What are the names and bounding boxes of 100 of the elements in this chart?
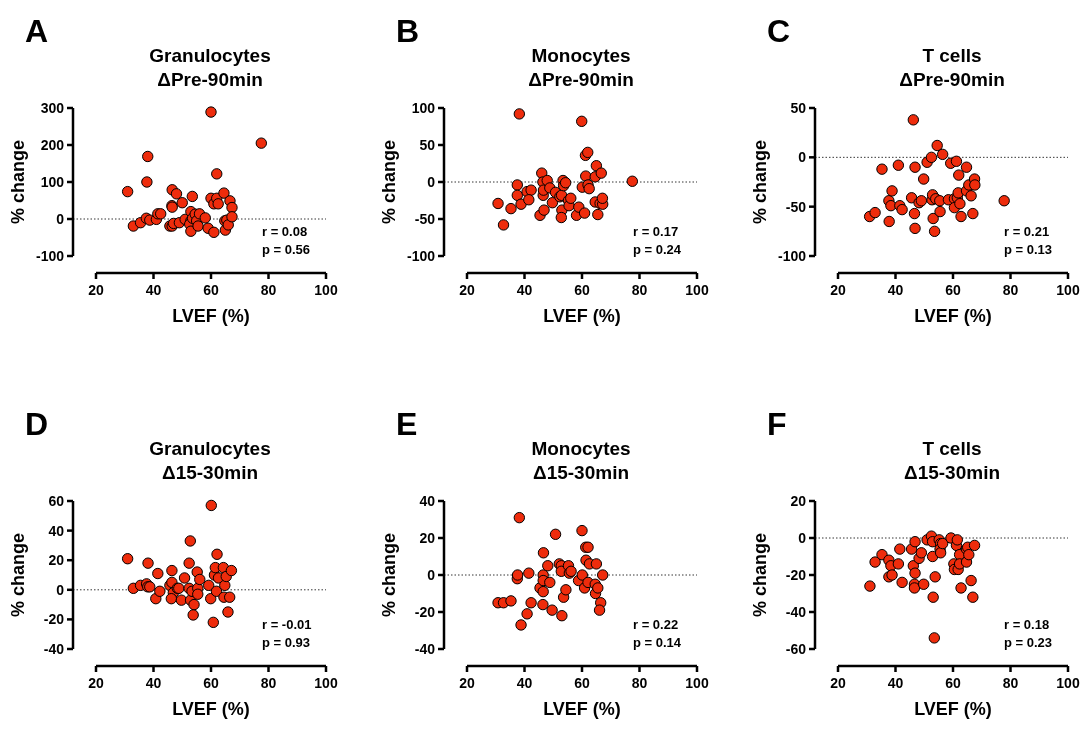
- x-tick-label: 20: [459, 282, 475, 298]
- text: A: [25, 13, 49, 49]
- chart-subtitle: ΔPre-90min: [528, 69, 634, 90]
- annotation: r = 0.21: [1004, 224, 1050, 239]
- y-tick-label: 40: [48, 522, 65, 539]
- y-tick-label: -40: [785, 603, 807, 620]
- x-axis-title: LVEF (%): [172, 306, 250, 326]
- chart-title: Granulocytes: [149, 45, 271, 66]
- chart-subtitle: Δ15-30min: [161, 462, 259, 483]
- text: F: [767, 406, 787, 442]
- y-tick-label: 0: [56, 210, 65, 227]
- chart-subtitle: Δ15-30min: [532, 462, 630, 483]
- x-tick-label: 40: [516, 282, 533, 298]
- y-tick-label: 0: [798, 149, 807, 166]
- chart-title: Monocytes: [531, 438, 631, 459]
- y-tick-label: -60: [785, 640, 807, 657]
- y-tick-label: -100: [406, 247, 436, 264]
- y-tick-label: 0: [427, 566, 436, 583]
- annotation: p = 0.56: [262, 242, 311, 257]
- chart-title: Monocytes: [531, 45, 631, 66]
- x-tick-label: 80: [631, 675, 648, 691]
- x-tick-label: 40: [145, 675, 162, 691]
- x-tick-label: 60: [574, 282, 590, 298]
- x-tick-label: 20: [88, 282, 104, 298]
- text: B: [396, 13, 420, 49]
- x-tick-label: 100: [685, 282, 709, 298]
- x-tick-label: 60: [203, 675, 219, 691]
- y-tick-label: -50: [785, 198, 807, 215]
- y-tick-label: 40: [419, 492, 436, 509]
- y-axis-title: % change: [379, 139, 399, 225]
- y-tick-label: -20: [43, 611, 65, 628]
- y-axis-title: % change: [750, 139, 770, 225]
- x-tick-label: 40: [516, 675, 533, 691]
- chart-title: Granulocytes: [149, 438, 271, 459]
- x-tick-label: 100: [314, 675, 338, 691]
- x-tick-label: 40: [145, 282, 162, 298]
- y-tick-label: 0: [427, 173, 436, 190]
- chart-title: T cells: [922, 45, 982, 66]
- y-tick-label: 0: [798, 529, 807, 546]
- y-tick-label: -40: [43, 640, 65, 657]
- y-tick-label: -20: [785, 566, 807, 583]
- x-tick-label: 80: [260, 675, 277, 691]
- y-tick-label: -100: [777, 247, 807, 264]
- y-tick-label: 20: [48, 552, 65, 569]
- y-tick-label: -20: [414, 603, 436, 620]
- x-tick-label: 100: [314, 282, 338, 298]
- text: D: [25, 406, 49, 442]
- y-axis-title: % change: [8, 532, 28, 618]
- x-tick-label: 100: [1056, 282, 1080, 298]
- chart-subtitle: ΔPre-90min: [899, 69, 1005, 90]
- y-tick-label: 100: [411, 99, 436, 116]
- y-tick-label: 100: [40, 173, 65, 190]
- y-axis-title: % change: [750, 532, 770, 618]
- x-axis-title: LVEF (%): [914, 306, 992, 326]
- x-tick-label: 60: [945, 675, 961, 691]
- x-tick-label: 80: [1002, 282, 1019, 298]
- annotation: p = 0.24: [633, 242, 682, 257]
- x-tick-label: 80: [631, 282, 648, 298]
- chart-subtitle: Δ15-30min: [903, 462, 1001, 483]
- y-tick-label: 300: [40, 99, 65, 116]
- y-tick-label: -40: [414, 640, 436, 657]
- y-tick-label: 50: [790, 99, 807, 116]
- annotation: r = -0.01: [262, 617, 312, 632]
- y-tick-label: 50: [419, 136, 436, 153]
- annotation: p = 0.93: [262, 635, 311, 650]
- annotation: p = 0.23: [1004, 635, 1053, 650]
- y-tick-label: 200: [40, 136, 65, 153]
- chart-title: T cells: [922, 438, 982, 459]
- annotation: p = 0.14: [633, 635, 682, 650]
- x-tick-label: 20: [830, 282, 846, 298]
- x-tick-label: 80: [1002, 675, 1019, 691]
- x-tick-label: 20: [459, 675, 475, 691]
- x-axis-title: LVEF (%): [914, 699, 992, 719]
- x-tick-label: 40: [887, 282, 904, 298]
- annotation: r = 0.22: [633, 617, 679, 632]
- y-tick-label: 20: [790, 492, 807, 509]
- y-tick-label: -50: [414, 210, 436, 227]
- annotation: r = 0.18: [1004, 617, 1050, 632]
- annotation: r = 0.08: [262, 224, 308, 239]
- annotation: p = 0.13: [1004, 242, 1053, 257]
- y-tick-label: 0: [56, 581, 65, 598]
- text: C: [767, 13, 791, 49]
- x-tick-label: 20: [830, 675, 846, 691]
- x-axis-title: LVEF (%): [543, 699, 621, 719]
- x-tick-label: 100: [1056, 675, 1080, 691]
- text: E: [396, 406, 418, 442]
- x-tick-label: 60: [203, 282, 219, 298]
- x-axis-title: LVEF (%): [172, 699, 250, 719]
- annotation: r = 0.17: [633, 224, 679, 239]
- y-axis-title: % change: [379, 532, 399, 618]
- y-tick-label: -100: [35, 247, 65, 264]
- x-axis-title: LVEF (%): [543, 306, 621, 326]
- x-tick-label: 80: [260, 282, 277, 298]
- x-tick-label: 60: [574, 675, 590, 691]
- y-tick-label: 60: [48, 492, 65, 509]
- x-tick-label: 20: [88, 675, 104, 691]
- x-tick-label: 100: [685, 675, 709, 691]
- y-tick-label: 20: [419, 529, 436, 546]
- y-axis-title: % change: [8, 139, 28, 225]
- x-tick-label: 60: [945, 282, 961, 298]
